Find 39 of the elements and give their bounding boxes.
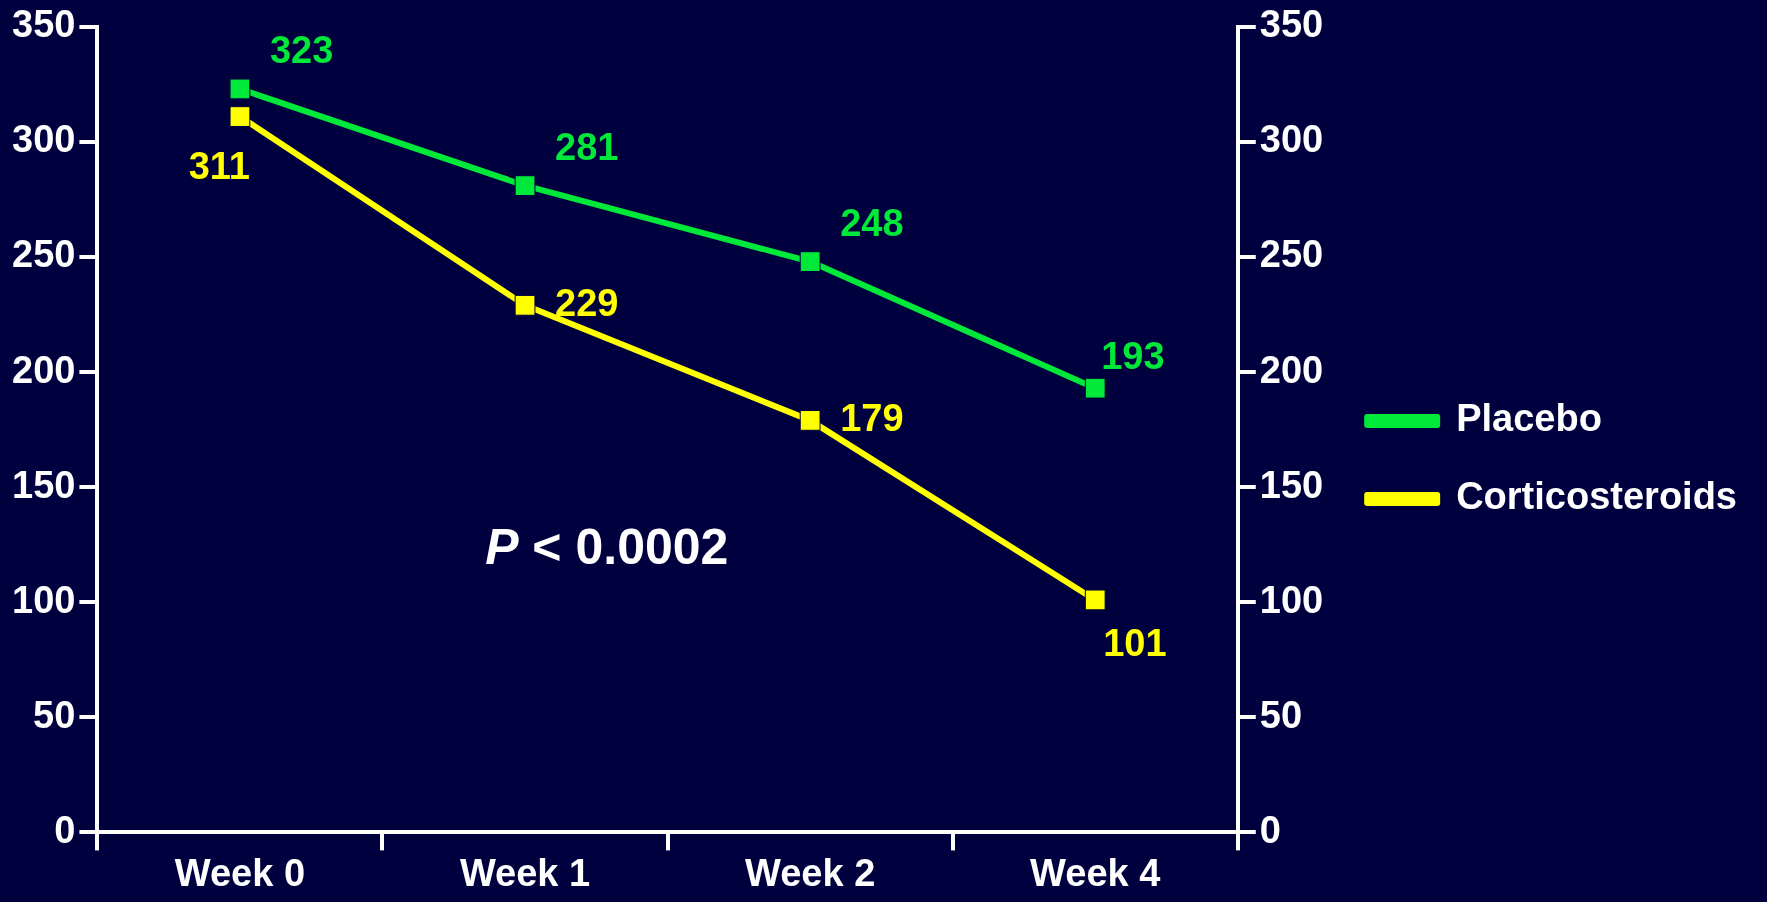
x-tick-label: Week 0 xyxy=(174,851,306,894)
y2-tick-label: 150 xyxy=(1259,463,1324,506)
data-label: 229 xyxy=(555,281,619,324)
y-tick-label: 100 xyxy=(12,578,76,621)
data-label: 311 xyxy=(188,145,250,188)
point xyxy=(799,409,821,431)
y2-tick-label: 100 xyxy=(1259,578,1324,621)
y-tick-label: 300 xyxy=(12,118,76,161)
point xyxy=(1084,377,1106,399)
data-label: 179 xyxy=(840,396,904,439)
y-tick-label: 0 xyxy=(54,808,76,851)
data-label: 193 xyxy=(1101,334,1165,377)
y2-tick-label: 350 xyxy=(1259,3,1324,46)
legend-label: Corticosteroids xyxy=(1456,475,1737,518)
annotation: P < 0.0002 xyxy=(485,519,729,576)
data-label: 281 xyxy=(555,126,619,169)
point xyxy=(1084,589,1106,611)
y2-tick-label: 250 xyxy=(1259,233,1324,276)
data-label: 101 xyxy=(1103,622,1167,665)
y-tick-label: 50 xyxy=(33,693,76,736)
point xyxy=(514,175,536,197)
y2-tick-label: 0 xyxy=(1259,808,1281,851)
y-tick-label: 250 xyxy=(12,233,76,276)
data-label: 323 xyxy=(269,29,334,72)
data-label: 248 xyxy=(840,202,904,245)
x-tick-label: Week 1 xyxy=(459,851,591,894)
y2-tick-label: 300 xyxy=(1259,118,1324,161)
y-tick-label: 350 xyxy=(12,3,76,46)
legend-label: Placebo xyxy=(1456,397,1602,440)
x-tick-label: Week 2 xyxy=(744,851,876,894)
point xyxy=(514,294,536,316)
point xyxy=(229,78,251,100)
y-tick-label: 150 xyxy=(12,463,76,506)
point xyxy=(799,251,821,272)
x-tick-label: Week 4 xyxy=(1030,851,1161,894)
point xyxy=(229,106,251,127)
y-tick-label: 200 xyxy=(12,348,76,391)
y2-tick-label: 50 xyxy=(1259,693,1303,736)
y2-tick-label: 200 xyxy=(1259,348,1324,391)
